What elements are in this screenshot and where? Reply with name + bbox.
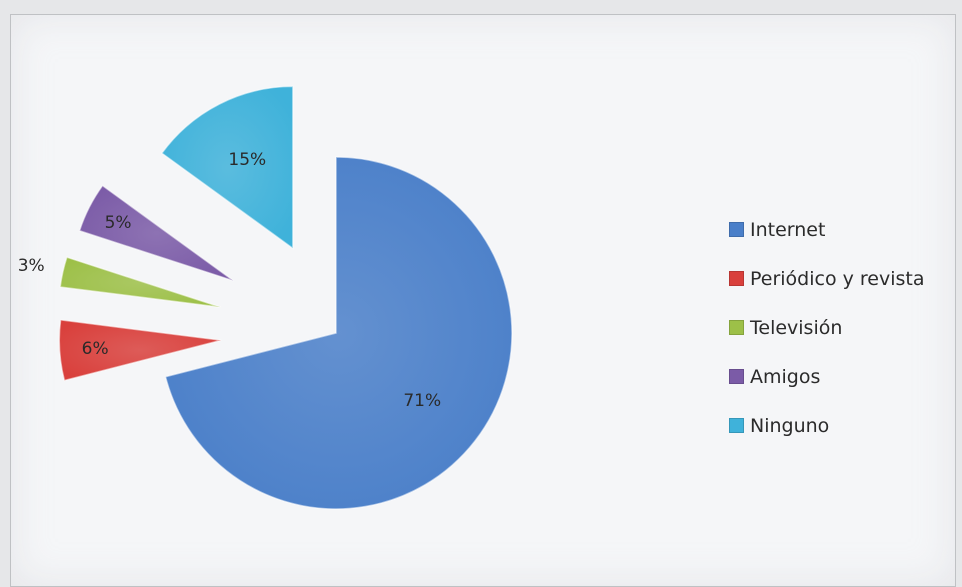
slice-label-amigos: 5% [105, 213, 132, 233]
legend-label-amigos: Amigos [750, 365, 821, 388]
pie-chart: 71% 6% 3% 5% 15% [18, 85, 513, 510]
legend-swatch-periodico [729, 271, 744, 286]
slice-label-periodico: 6% [82, 339, 109, 359]
legend-label-periodico: Periódico y revista [750, 267, 925, 290]
legend-item-television: Televisión [729, 303, 925, 352]
pie-slice-amigos [78, 184, 234, 282]
legend-item-ninguno: Ninguno [729, 401, 925, 450]
pie-slices [58, 85, 513, 510]
legend-swatch-internet [729, 222, 744, 237]
slice-labels: 71% 6% 3% 5% 15% [18, 150, 441, 411]
pie-slice-ninguno [160, 85, 294, 250]
chart-area: 71% 6% 3% 5% 15% Internet Periódico y revist… [10, 14, 956, 587]
legend-label-television: Televisión [750, 316, 843, 339]
slice-label-internet: 71% [403, 391, 441, 411]
slice-label-ninguno: 15% [228, 150, 266, 170]
legend-swatch-amigos [729, 369, 744, 384]
legend-item-internet: Internet [729, 205, 925, 254]
legend-swatch-ninguno [729, 418, 744, 433]
legend-label-internet: Internet [750, 218, 826, 241]
legend-item-amigos: Amigos [729, 352, 925, 401]
slice-label-television: 3% [18, 256, 45, 276]
pie-slice-periodico [58, 319, 222, 382]
pie-slice-internet [164, 156, 513, 510]
legend-label-ninguno: Ninguno [750, 414, 830, 437]
legend-swatch-television [729, 320, 744, 335]
pie-slice-television [59, 256, 222, 309]
legend: Internet Periódico y revista Televisión … [729, 205, 925, 450]
legend-item-periodico: Periódico y revista [729, 254, 925, 303]
